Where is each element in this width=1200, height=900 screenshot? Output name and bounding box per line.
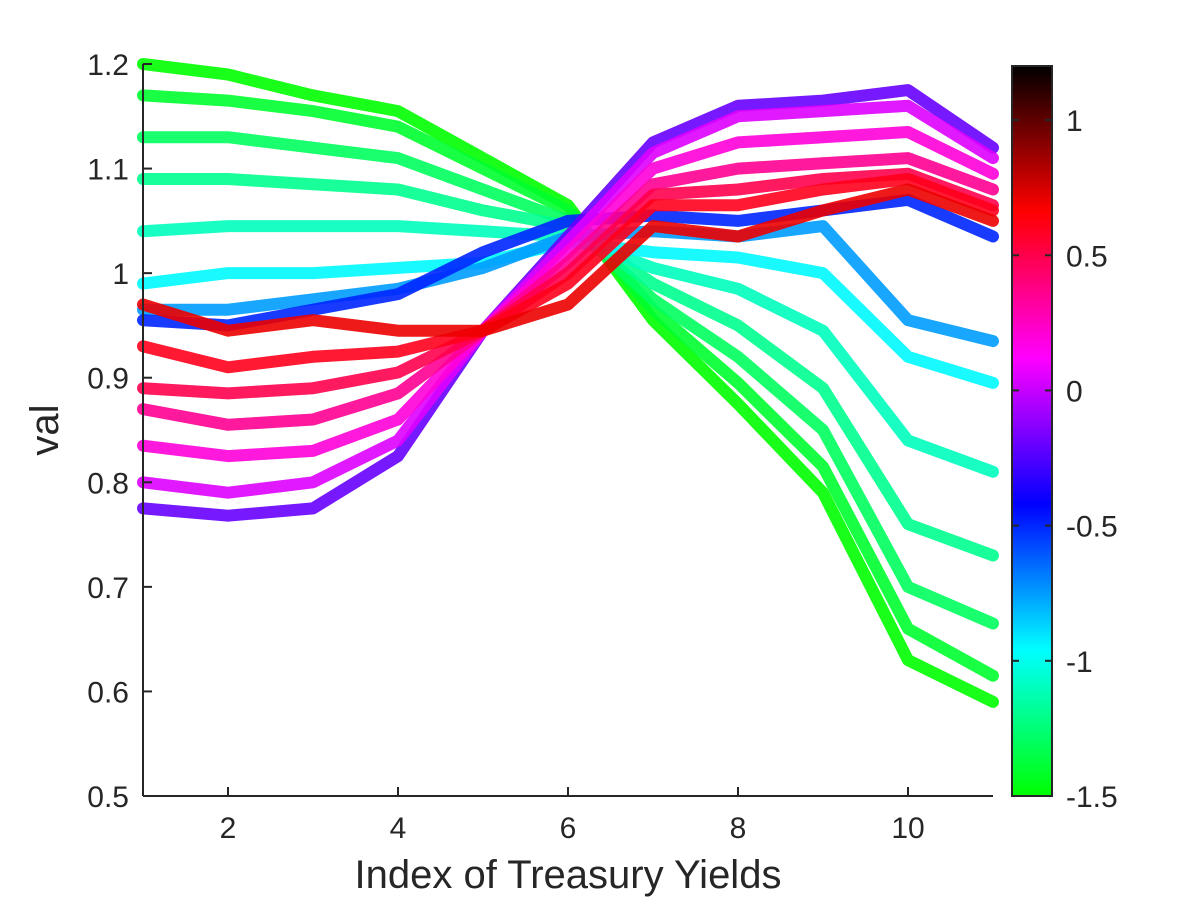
colorbar: -1.5 -1 -0.5 0 0.5 1 <box>1011 65 1118 814</box>
series-line-11 <box>137 126 999 463</box>
x-axis-label: Index of Treasury Yields <box>355 853 782 897</box>
x-tick-label: 2 <box>220 812 237 845</box>
y-tick-label: 1.2 <box>87 49 129 82</box>
colorbar-tick-label: -1.5 <box>1066 781 1118 814</box>
y-tick-label: 0.5 <box>87 781 129 814</box>
colorbar-tick-label: 0.5 <box>1066 240 1108 273</box>
y-tick-label: 1.1 <box>87 154 129 187</box>
y-tick-label: 0.8 <box>87 467 129 500</box>
x-tick-label: 4 <box>390 812 407 845</box>
colorbar-tick-label: -1 <box>1066 646 1093 679</box>
y-tick-label: 0.7 <box>87 572 129 605</box>
series-line-2 <box>137 89 999 682</box>
series-line-12 <box>137 152 999 431</box>
colorbar-ticks: -1.5 -1 -0.5 0 0.5 1 <box>1012 105 1118 814</box>
colorbar-tick-label: 0 <box>1066 375 1083 408</box>
colorbar-tick-label: 1 <box>1066 105 1083 138</box>
series-line-10 <box>137 99 999 499</box>
series-line-15 <box>137 183 999 337</box>
x-ticks: 2 4 6 8 10 <box>220 787 925 845</box>
x-tick-label: 8 <box>730 812 747 845</box>
x-tick-label: 10 <box>891 812 924 845</box>
colorbar-tick-label: -0.5 <box>1066 511 1118 544</box>
series-line-14 <box>137 173 999 374</box>
y-ticks: 0.5 0.6 0.7 0.8 0.9 1 1.1 1.2 <box>87 49 152 814</box>
y-tick-label: 0.6 <box>87 676 129 709</box>
y-tick-label: 0.9 <box>87 363 129 396</box>
x-tick-label: 6 <box>560 812 577 845</box>
colorbar-gradient <box>1011 65 1053 797</box>
y-axis-label: val <box>23 404 67 455</box>
y-tick-label: 1 <box>112 258 129 291</box>
series-line-13 <box>137 167 999 400</box>
series-layer <box>137 58 999 708</box>
